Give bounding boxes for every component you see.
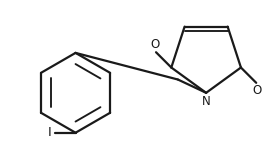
Text: O: O (151, 38, 160, 51)
Text: N: N (202, 95, 211, 108)
Text: I: I (48, 126, 52, 139)
Text: O: O (252, 84, 262, 97)
